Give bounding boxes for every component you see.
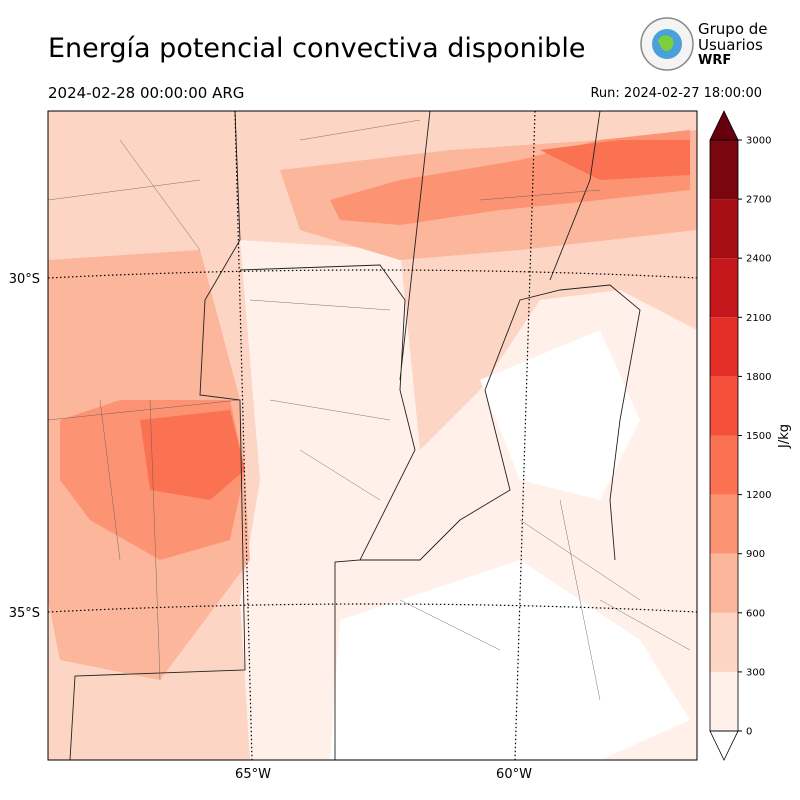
colorbar-extend xyxy=(709,730,739,761)
field-peak xyxy=(140,410,245,500)
colorbar: 0 300 600 900 1200 1500 1800 2100 2400 2700 3000 xyxy=(709,110,771,761)
colorbar-tick-label: 300 xyxy=(746,667,765,678)
logo: Grupo de Usuarios WRF xyxy=(640,17,768,71)
colorbar-band xyxy=(710,435,738,495)
colorbar-band xyxy=(710,553,738,613)
colorbar-tick-label: 1200 xyxy=(746,490,771,501)
graticule xyxy=(234,111,253,760)
department-border xyxy=(48,119,691,701)
colorbar-band xyxy=(710,258,738,318)
graticule xyxy=(48,269,697,279)
graticule xyxy=(48,603,697,613)
colorbar-band xyxy=(710,199,738,259)
province-border xyxy=(48,111,641,760)
colorbar-band xyxy=(710,612,738,672)
colorbar-tick-label: 1500 xyxy=(746,431,771,442)
colorbar-label: J/kg xyxy=(777,424,792,449)
graticule xyxy=(514,111,536,760)
lon-label: 60°W xyxy=(496,767,532,782)
lat-label: 30°S xyxy=(9,272,40,287)
colorbar-band xyxy=(710,376,738,436)
title: Energía potencial convectiva disponible xyxy=(48,33,585,64)
logo-text: WRF xyxy=(698,53,731,68)
colorbar-tick-label: 0 xyxy=(746,727,752,738)
run-time: Run: 2024-02-27 18:00:00 xyxy=(590,86,762,101)
colorbar-tick-label: 3000 xyxy=(746,136,771,147)
colorbar-band xyxy=(710,494,738,554)
colorbar-tick-label: 900 xyxy=(746,549,765,560)
colorbar-tick-label: 1800 xyxy=(746,372,771,383)
field-peak xyxy=(540,140,690,180)
colorbar-band xyxy=(710,317,738,377)
valid-time: 2024-02-28 00:00:00 ARG xyxy=(48,84,244,102)
lon-label: 65°W xyxy=(235,767,271,782)
map xyxy=(48,111,697,760)
colorbar-tick-label: 2100 xyxy=(746,313,771,324)
colorbar-extend xyxy=(709,110,739,141)
colorbar-tick-label: 2700 xyxy=(746,195,771,206)
logo-text: Usuarios xyxy=(698,36,763,54)
colorbar-band xyxy=(710,671,738,731)
logo-text: Grupo de xyxy=(698,20,768,38)
colorbar-tick-label: 2400 xyxy=(746,254,771,265)
logo-land xyxy=(658,35,674,51)
map-frame xyxy=(47,110,698,761)
colorbar-tick-label: 600 xyxy=(746,608,765,619)
lat-label: 35°S xyxy=(9,606,40,621)
field-zero xyxy=(330,330,690,760)
colorbar-band xyxy=(710,140,738,200)
